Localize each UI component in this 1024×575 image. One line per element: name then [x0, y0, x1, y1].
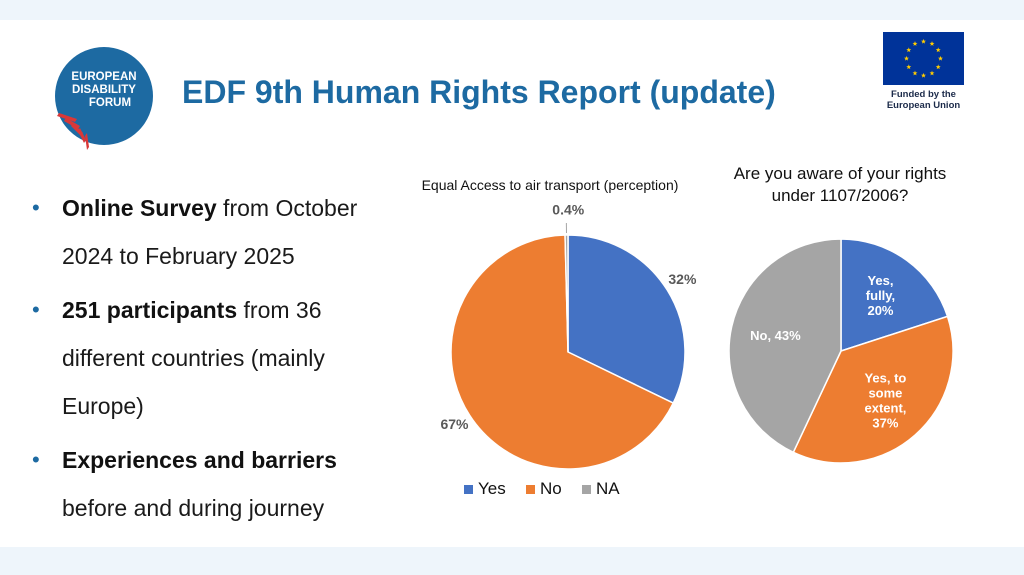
logo-stripe	[57, 113, 77, 122]
logo-line-2: DISABILITY	[72, 84, 136, 96]
pie-data-label: Yes,	[867, 273, 893, 288]
eu-star-icon	[904, 55, 909, 61]
bullet-text: different countries (mainly	[62, 345, 325, 371]
eu-caption-line1: Funded by the	[891, 89, 956, 100]
eu-flag-icon	[883, 32, 964, 85]
rights-awareness-pie-chart: Are you aware of your rights under 1107/…	[728, 164, 954, 464]
bullet-bold: Online Survey	[62, 195, 217, 221]
bullet-item: • 251 participants from 36 different cou…	[30, 286, 402, 430]
logo-line-1: EUROPEAN	[71, 71, 136, 83]
pie-data-label: Yes, to	[864, 370, 906, 385]
legend-label: No	[540, 479, 562, 498]
pie-data-label: No, 43%	[750, 328, 801, 343]
eu-star-icon	[912, 41, 918, 46]
chart2-title-line2: under 1107/2006?	[772, 186, 909, 205]
legend-swatch	[582, 485, 591, 494]
bullet-text: Europe)	[62, 393, 144, 419]
pie-data-label: fully,	[866, 288, 895, 303]
eu-star-icon	[921, 38, 926, 44]
eu-star-icon	[929, 41, 935, 46]
eu-star-icon	[935, 64, 941, 70]
bullet-dot-icon: •	[32, 195, 40, 220]
pie-data-label: some	[868, 385, 902, 400]
pie-data-label: extent,	[864, 400, 906, 415]
air-transport-access-pie-chart: Equal Access to air transport (perceptio…	[422, 177, 697, 498]
legend-label: Yes	[478, 479, 506, 498]
eu-caption-line2: European Union	[886, 100, 961, 111]
pie-data-label: 67%	[440, 416, 469, 432]
bullet-list: • Online Survey from October 2024 to Feb…	[30, 184, 402, 538]
edf-logo: EUROPEAN DISABILITY FORUM	[55, 47, 153, 150]
pie-data-label: 20%	[867, 303, 893, 318]
eu-star-icon	[929, 70, 935, 76]
bullet-item: • Online Survey from October 2024 to Feb…	[30, 184, 402, 280]
bullet-text: before and during journey	[62, 495, 325, 521]
bullet-bold: Experiences and barriers	[62, 447, 337, 473]
logo-line-3: FORUM	[89, 97, 131, 109]
eu-star-icon	[938, 55, 943, 61]
logo-stripe	[85, 133, 89, 150]
bullet-dot-icon: •	[32, 447, 40, 472]
legend-label: NA	[596, 479, 620, 498]
pie-data-label: 32%	[668, 271, 697, 287]
logo-stripe	[78, 128, 86, 143]
pie-data-label: 37%	[872, 415, 898, 430]
pie-data-label: 0.4%	[552, 202, 584, 218]
eu-star-icon	[912, 70, 918, 76]
bullet-dot-icon: •	[32, 297, 40, 322]
bullet-text: from October	[216, 195, 358, 221]
legend-swatch	[464, 485, 473, 494]
pie-slice-1	[840, 238, 949, 353]
bullet-text: 2024 to February 2025	[62, 243, 295, 269]
bullet-item: • Experiences and barriers before and du…	[30, 436, 402, 532]
top-band	[0, 0, 1024, 20]
eu-star-icon	[906, 64, 912, 70]
eu-star-icon	[906, 47, 912, 53]
eu-star-icon	[935, 47, 941, 53]
chart1-title: Equal Access to air transport (perceptio…	[422, 177, 679, 193]
pie-slice-yes	[567, 234, 686, 405]
pie-slice-no	[450, 234, 675, 470]
pie-slice-2	[792, 315, 954, 464]
bullet-text: from 36	[237, 297, 322, 323]
chart2-title-line1: Are you aware of your rights	[734, 164, 947, 183]
legend-swatch	[526, 485, 535, 494]
eu-funding-caption: Funded by the European Union	[873, 89, 974, 111]
pie-slice-na	[564, 234, 569, 353]
bullet-bold: 251 participants	[62, 297, 238, 323]
pie-slice-3	[728, 238, 842, 454]
bottom-band	[0, 547, 1024, 575]
eu-star-icon	[921, 72, 926, 78]
page-title: EDF 9th Human Rights Report (update)	[182, 74, 776, 110]
